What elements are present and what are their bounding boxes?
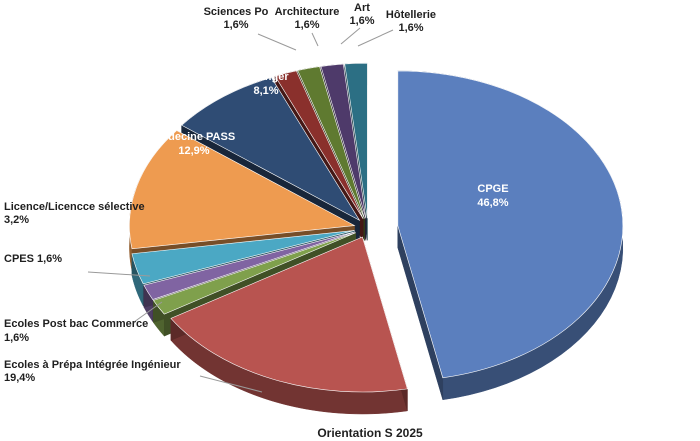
leader-sciences-po xyxy=(257,33,297,51)
leader-ecoles-post-bac-commerce xyxy=(133,301,163,323)
label-h-tellerie: Hôtellerie xyxy=(386,9,436,21)
slice-m-decine-pass xyxy=(129,130,356,250)
label-cpes: CPES 1,6% xyxy=(4,253,62,265)
slice-top-layer xyxy=(129,62,624,393)
leader-art xyxy=(340,27,361,45)
label-ecoles-pr-pa-int-gr-e-ing-nieur: Ecoles à Prépa Intégrée Ingénieur xyxy=(4,359,181,371)
value-licence-licencce-s-lective: 3,2% xyxy=(4,214,29,226)
slice-etranger xyxy=(181,77,361,222)
label-architecture: Architecture xyxy=(275,6,340,18)
slice-licence-licencce-s-lective xyxy=(131,230,355,285)
value-ecoles-post-bac-commerce: 1,6% xyxy=(4,332,29,344)
label-ecoles-post-bac-commerce: Ecoles Post bac Commerce xyxy=(4,318,148,330)
slice-labels: CPGE 46,8% Ecoles à Prépa Intégrée Ingénie… xyxy=(4,2,509,384)
value-h-tellerie: 1,6% xyxy=(398,22,423,34)
label-cpge: CPGE xyxy=(477,183,508,195)
slice-h-tellerie xyxy=(344,62,368,219)
value-ecoles-pr-pa-int-gr-e-ing-nieur: 19,4% xyxy=(4,372,35,384)
value-sciences-po: 1,6% xyxy=(223,19,248,31)
slice-art xyxy=(320,63,367,219)
value-etranger: 8,1% xyxy=(253,85,278,97)
leader-ecoles-pr-pa-int-gr-e-ing-nieur xyxy=(199,375,263,393)
slice-ecoles-post-bac-commerce xyxy=(152,232,356,315)
value-art: 1,6% xyxy=(349,15,374,27)
slice-cpes xyxy=(143,231,356,300)
leader-lines xyxy=(87,27,394,393)
slice-cpge xyxy=(397,70,624,379)
chart-title: Orientation S 2025 xyxy=(317,426,423,440)
leader-architecture xyxy=(311,32,319,47)
label-licence-licencce-s-lective: Licence/Licencce sélective xyxy=(4,201,145,213)
label-art: Art xyxy=(354,2,370,14)
label-m-decine-pass: Médecine PASS xyxy=(153,131,235,143)
value-m-decine-pass: 12,9% xyxy=(178,145,209,157)
leader-h-tellerie xyxy=(357,29,394,47)
slice-sciences-po xyxy=(274,70,364,219)
slice-ecoles-pr-pa-int-gr-e-ing-nieur xyxy=(170,236,408,393)
label-sciences-po: Sciences Po xyxy=(204,6,269,18)
leader-cpes xyxy=(87,271,151,277)
slice-architecture xyxy=(297,66,365,219)
label-etranger: Etranger xyxy=(243,71,289,83)
value-architecture: 1,6% xyxy=(294,19,319,31)
value-cpge: 46,8% xyxy=(477,197,508,209)
